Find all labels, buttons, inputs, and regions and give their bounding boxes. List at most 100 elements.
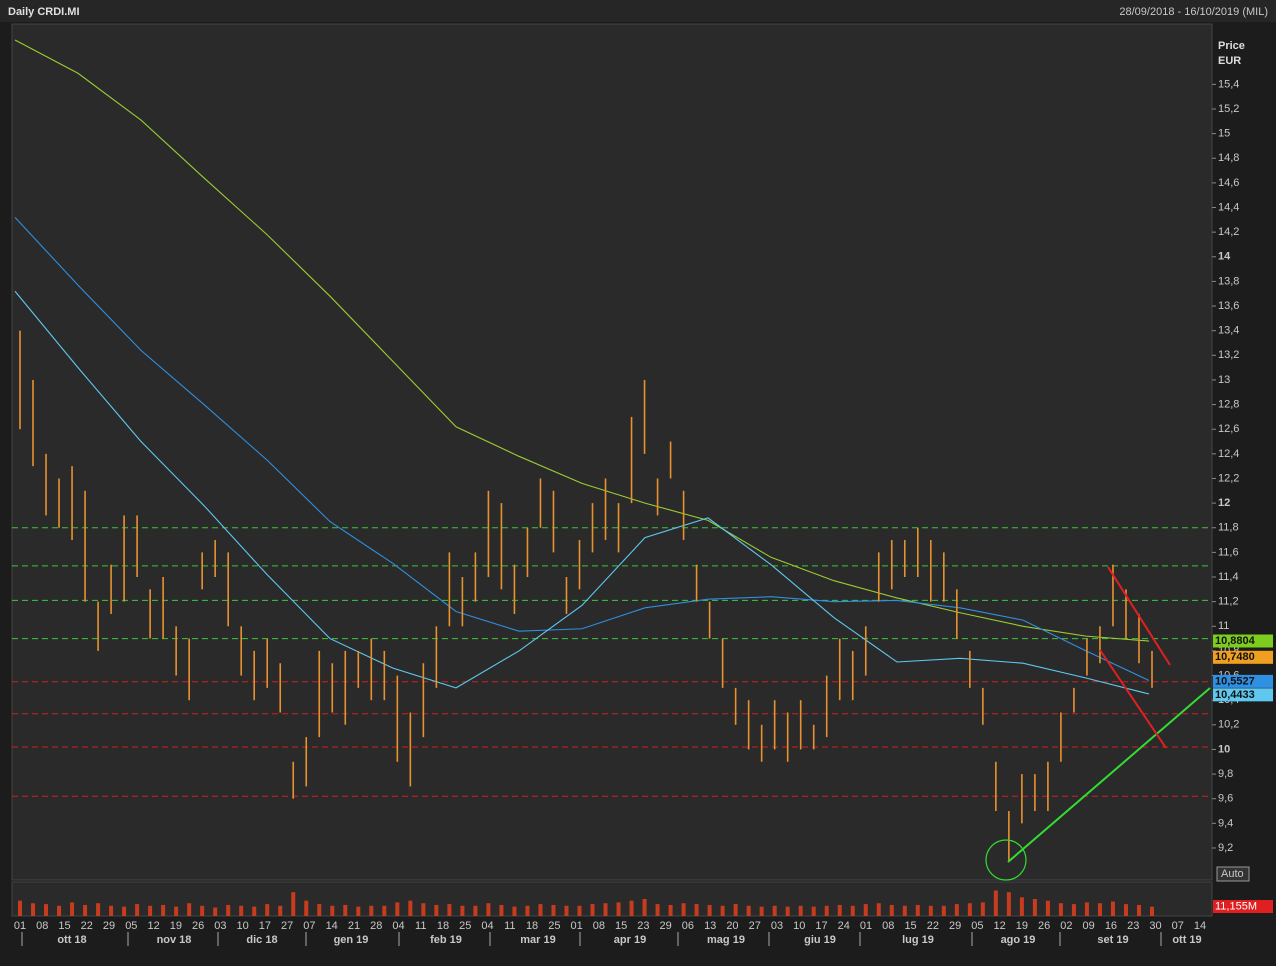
volume-bar xyxy=(1071,904,1076,916)
volume-bar xyxy=(824,905,829,916)
x-tick-label: 29 xyxy=(660,920,672,932)
x-tick-label: 15 xyxy=(58,920,70,932)
volume-bar xyxy=(772,905,777,916)
volume-bar xyxy=(1032,899,1037,916)
volume-bar xyxy=(460,905,465,916)
month-label: lug 19 xyxy=(902,934,934,946)
y-tick-label: 15,4 xyxy=(1218,78,1239,90)
volume-bar xyxy=(96,903,101,916)
x-tick-label: 01 xyxy=(860,920,872,932)
y-tick-label: 13,4 xyxy=(1218,325,1239,337)
y-tick-label: 11,8 xyxy=(1218,522,1239,534)
volume-bar xyxy=(720,905,725,916)
last-value-label: 10,7480 xyxy=(1215,651,1255,663)
x-tick-label: 10 xyxy=(793,920,805,932)
volume-bar xyxy=(837,904,842,916)
x-tick-label: 05 xyxy=(971,920,983,932)
x-tick-label: 27 xyxy=(749,920,761,932)
volume-bar xyxy=(564,905,569,916)
volume-bar xyxy=(356,906,361,916)
x-tick-label: 24 xyxy=(838,920,850,932)
highlight-circle xyxy=(985,839,1027,881)
volume-bar xyxy=(616,902,621,916)
volume-bar xyxy=(317,904,322,916)
x-tick-label: 18 xyxy=(526,920,538,932)
volume-bar xyxy=(889,904,894,916)
auto-button[interactable] xyxy=(1216,866,1250,882)
x-tick-label: 17 xyxy=(259,920,271,932)
volume-bar xyxy=(343,904,348,916)
y-tick-label: 12,2 xyxy=(1218,472,1239,484)
month-label: feb 19 xyxy=(430,934,462,946)
volume-bar xyxy=(655,904,660,916)
y-tick-label: 13,8 xyxy=(1218,275,1239,287)
y-tick-label: 14,8 xyxy=(1218,152,1239,164)
volume-bar xyxy=(876,903,881,916)
x-tick-label: 25 xyxy=(548,920,560,932)
volume-bar xyxy=(733,904,738,916)
x-tick-label: 14 xyxy=(1194,920,1206,932)
x-tick-label: 08 xyxy=(593,920,605,932)
volume-bar xyxy=(1019,897,1024,916)
volume-last-label: 11,155M xyxy=(1215,900,1257,912)
x-tick-label: 28 xyxy=(370,920,382,932)
y-tick-label: 13 xyxy=(1218,374,1230,386)
month-label: mar 19 xyxy=(520,934,555,946)
moving-average xyxy=(14,39,1150,642)
x-tick-label: 29 xyxy=(949,920,961,932)
volume-bar xyxy=(707,904,712,916)
last-value-box xyxy=(1213,688,1273,702)
x-tick-label: 05 xyxy=(125,920,137,932)
month-label: dic 18 xyxy=(246,934,277,946)
month-label: ott 18 xyxy=(57,934,86,946)
month-label: set 19 xyxy=(1097,934,1128,946)
last-value-box xyxy=(1213,634,1273,648)
x-tick-label: 12 xyxy=(993,920,1005,932)
y-tick-label: 12,4 xyxy=(1218,448,1239,460)
volume-bar xyxy=(525,905,530,916)
x-tick-label: 08 xyxy=(882,920,894,932)
y-tick-label: 14 xyxy=(1218,251,1231,263)
x-tick-label: 10 xyxy=(237,920,249,932)
volume-bar xyxy=(681,903,686,916)
month-label: ago 19 xyxy=(1001,934,1036,946)
y-tick-label: 9,8 xyxy=(1218,768,1233,780)
volume-bar xyxy=(421,903,426,916)
volume-bar xyxy=(265,904,270,916)
volume-bar xyxy=(70,902,75,916)
volume-bar xyxy=(1150,906,1154,916)
y-tick-label: 9,2 xyxy=(1218,842,1233,854)
volume-bar xyxy=(174,906,179,916)
volume-bar xyxy=(213,907,218,916)
x-tick-label: 17 xyxy=(815,920,827,932)
x-tick-label: 15 xyxy=(904,920,916,932)
x-tick-label: 12 xyxy=(147,920,159,932)
x-tick-label: 15 xyxy=(615,920,627,932)
volume-bar xyxy=(538,904,543,916)
trend-line xyxy=(1107,566,1171,666)
volume-bar xyxy=(811,906,816,916)
x-tick-label: 01 xyxy=(570,920,582,932)
volume-bar xyxy=(577,905,582,916)
x-tick-label: 22 xyxy=(81,920,93,932)
auto-label[interactable]: Auto xyxy=(1221,868,1244,880)
volume-bar xyxy=(330,905,335,916)
volume-bar xyxy=(603,903,608,916)
y-tick-label: 14,4 xyxy=(1218,201,1239,213)
volume-bar xyxy=(954,904,959,916)
volume-bar xyxy=(499,904,504,916)
volume-bar xyxy=(187,903,192,916)
last-value-box xyxy=(1213,674,1273,688)
volume-bar xyxy=(369,905,374,916)
x-tick-label: 09 xyxy=(1083,920,1095,932)
chart-title: Daily CRDI.MI xyxy=(8,6,80,18)
y-tick-label: 15 xyxy=(1218,128,1230,140)
x-tick-label: 26 xyxy=(1038,920,1050,932)
volume-bar xyxy=(57,905,62,916)
volume-bar xyxy=(1045,900,1050,916)
volume-bar xyxy=(304,900,309,916)
x-tick-label: 20 xyxy=(726,920,738,932)
x-tick-label: 08 xyxy=(36,920,48,932)
trend-line xyxy=(1007,687,1211,863)
